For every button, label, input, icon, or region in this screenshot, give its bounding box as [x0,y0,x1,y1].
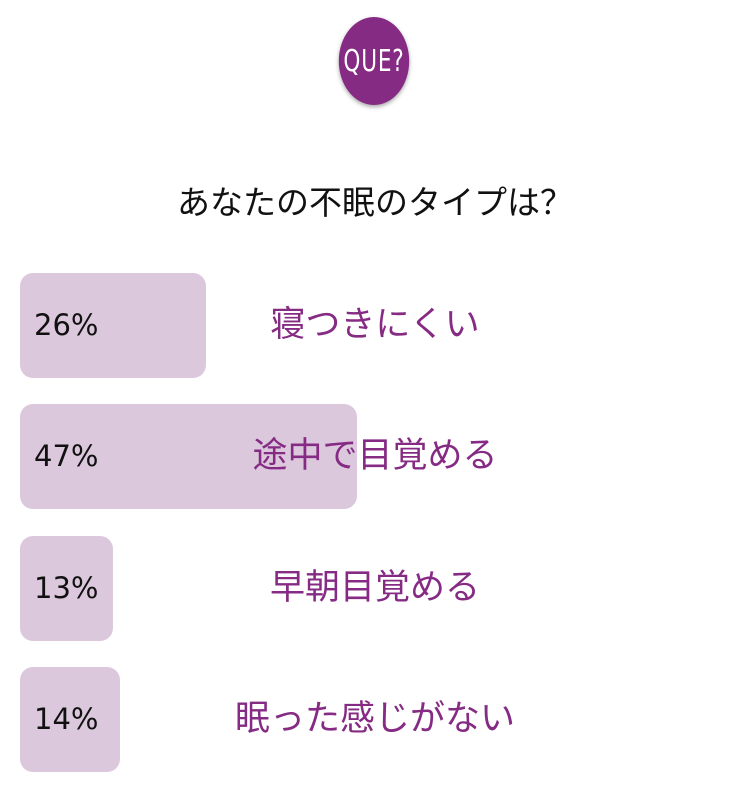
option-label: 途中で目覚める [252,436,498,476]
percent-label: 13% [34,571,99,605]
result-bar [20,536,114,641]
option-label: 早朝目覚める [269,568,480,608]
poll-option: 26% 寝つきにくい [20,273,720,378]
result-bar [20,273,207,378]
option-label: 寝つきにくい [270,305,480,345]
percent-label: 26% [34,308,99,342]
poll-option: 14% 眠った感じがない [20,667,720,772]
que-logo: QUE? [338,17,410,105]
poll-option: 47% 途中で目覚める [20,404,720,509]
result-bar [20,667,121,772]
poll-option: 13% 早朝目覚める [20,536,720,641]
result-bar [20,404,357,509]
option-label: 眠った感じがない [234,699,515,739]
percent-label: 47% [34,439,99,473]
percent-label: 14% [34,702,99,736]
poll-question: あなたの不眠のタイプは？ [177,183,573,222]
